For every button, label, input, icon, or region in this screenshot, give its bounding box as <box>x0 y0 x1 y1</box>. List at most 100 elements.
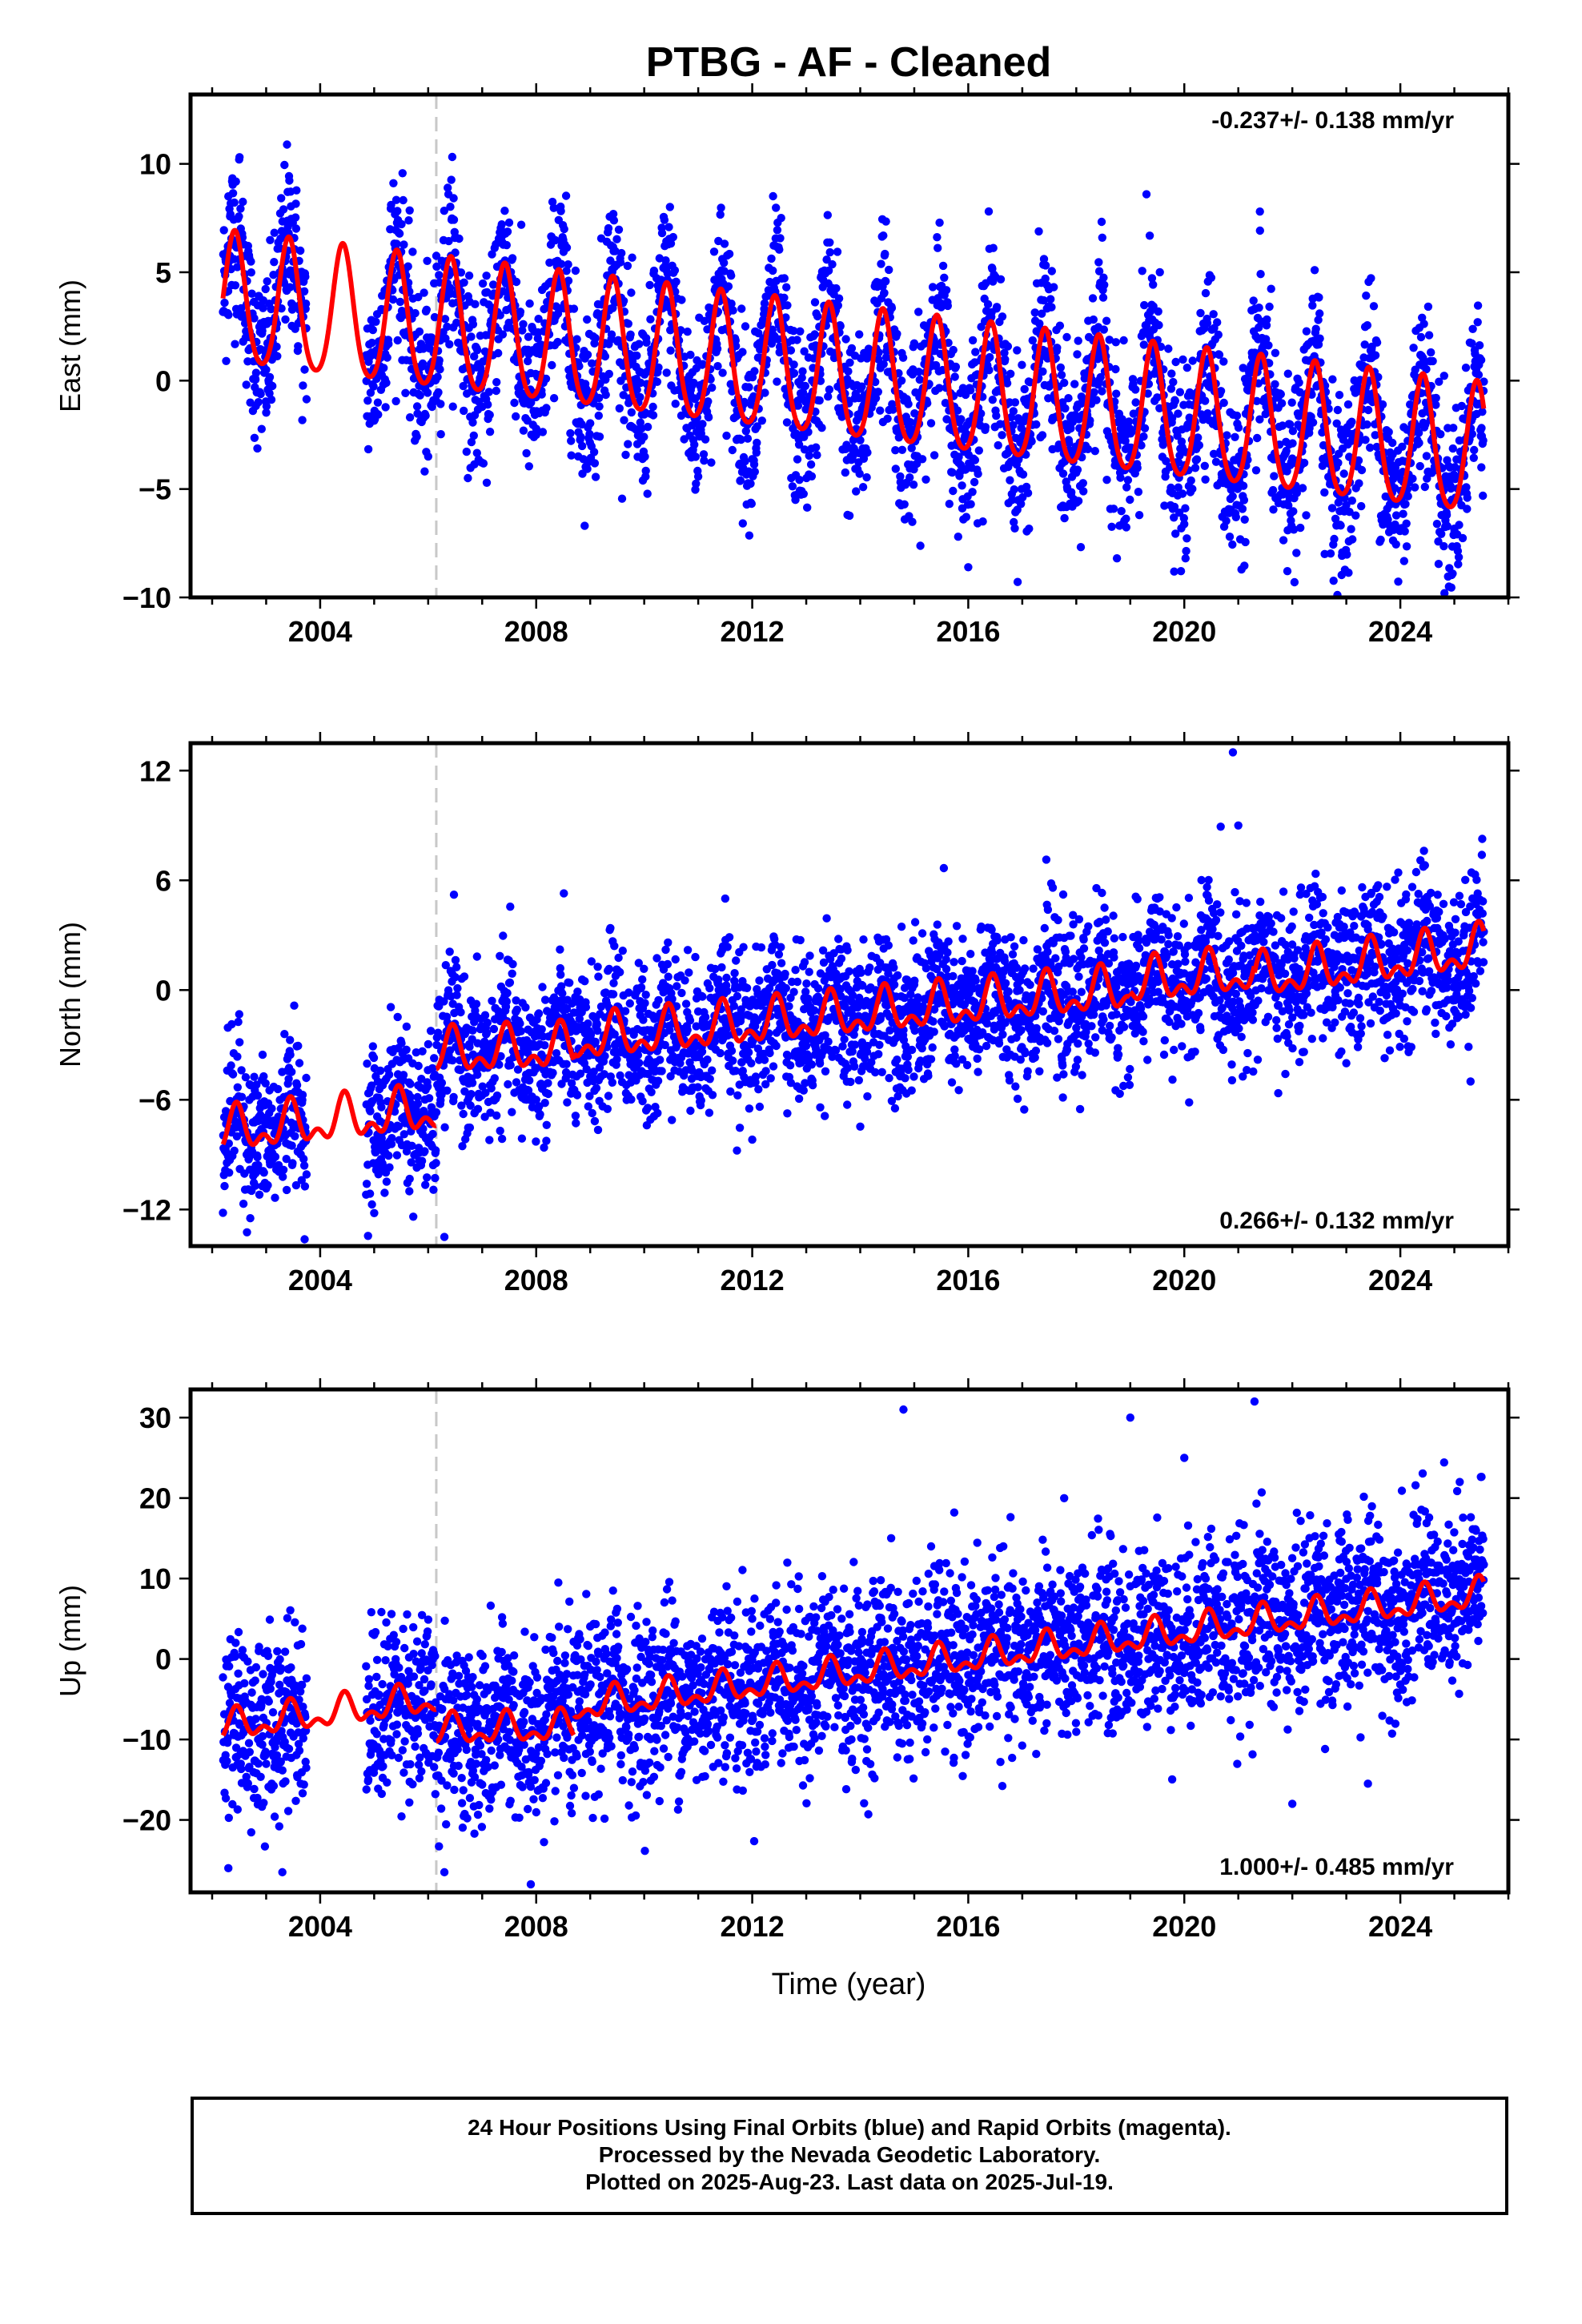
data-point <box>1139 340 1149 349</box>
data-point <box>1238 505 1247 513</box>
data-point <box>284 1075 293 1084</box>
data-point <box>537 1025 546 1034</box>
data-point <box>1327 504 1337 513</box>
data-point <box>587 957 596 966</box>
data-point <box>448 402 457 411</box>
data-point <box>1357 501 1366 511</box>
data-point <box>610 942 619 951</box>
data-point <box>536 1110 544 1119</box>
data-point <box>273 352 282 360</box>
data-point <box>948 468 957 477</box>
data-point <box>816 376 825 385</box>
data-point <box>262 402 271 411</box>
data-point <box>1360 340 1369 349</box>
data-point <box>368 1042 377 1051</box>
data-point <box>1308 418 1318 427</box>
data-point <box>608 210 618 219</box>
data-point <box>237 1092 247 1102</box>
data-point <box>1455 521 1464 529</box>
data-point <box>704 412 713 422</box>
data-point <box>881 249 889 259</box>
data-point <box>1408 474 1417 483</box>
data-point <box>604 1092 613 1100</box>
data-point <box>1219 398 1228 408</box>
data-point <box>683 328 692 336</box>
data-point <box>512 1005 521 1015</box>
data-point <box>786 346 796 355</box>
data-point <box>375 1066 385 1076</box>
data-point <box>663 959 673 969</box>
data-point <box>235 212 243 221</box>
data-point <box>445 947 454 956</box>
data-point <box>1424 331 1434 340</box>
data-point <box>267 395 276 404</box>
data-point-outlier <box>1477 463 1486 472</box>
data-point <box>1006 476 1014 485</box>
data-point <box>879 360 888 368</box>
data-point <box>781 313 790 322</box>
data-point <box>707 458 716 467</box>
data-point <box>940 273 949 282</box>
data-point <box>1109 505 1118 513</box>
data-point <box>1124 417 1134 426</box>
data-point <box>617 248 626 258</box>
data-point <box>727 300 736 308</box>
data-point <box>415 327 424 336</box>
data-point <box>548 1068 557 1077</box>
data-point <box>1006 369 1015 378</box>
data-point <box>873 388 883 396</box>
data-point <box>824 392 833 401</box>
data-point <box>1296 523 1305 533</box>
data-point <box>615 404 624 413</box>
data-point <box>294 342 303 351</box>
data-point <box>1119 336 1128 345</box>
data-point <box>544 1089 552 1099</box>
data-point <box>834 294 844 303</box>
data-point <box>460 278 468 287</box>
data-point <box>369 1053 379 1063</box>
data-point <box>1348 535 1357 544</box>
data-point <box>423 1082 432 1092</box>
data-point <box>822 255 831 264</box>
data-point <box>988 396 998 404</box>
data-point <box>449 891 459 899</box>
data-point <box>823 211 833 219</box>
data-point <box>1061 404 1070 413</box>
data-point <box>1171 357 1180 367</box>
data-point <box>653 1108 662 1118</box>
data-point <box>717 203 725 212</box>
data-point <box>386 1003 396 1011</box>
data-point <box>757 416 766 425</box>
data-point <box>584 1019 592 1028</box>
data-point <box>874 355 883 364</box>
data-point <box>251 375 260 384</box>
data-point <box>641 466 650 476</box>
data-point <box>236 204 245 213</box>
data-point <box>291 213 300 222</box>
x-tick-label: 2008 <box>504 615 568 648</box>
data-point <box>668 1116 677 1124</box>
data-point <box>800 445 809 454</box>
data-point <box>291 199 300 208</box>
data-point <box>436 365 444 374</box>
data-point <box>905 418 915 427</box>
data-point <box>591 334 600 343</box>
y-tick-label: 0 <box>155 364 171 397</box>
data-point <box>1422 452 1431 460</box>
x-tick-label: 2024 <box>1368 615 1432 648</box>
data-point <box>1079 487 1088 496</box>
data-point <box>466 1101 475 1110</box>
data-point <box>1098 233 1107 242</box>
data-point <box>625 999 634 1008</box>
data-point <box>998 431 1006 440</box>
data-point <box>250 1072 259 1081</box>
data-point <box>373 398 383 407</box>
x-tick-label: 2004 <box>288 615 352 648</box>
data-point <box>443 1086 452 1096</box>
data-point <box>420 288 428 297</box>
data-point <box>1001 355 1010 364</box>
data-point <box>1094 258 1103 267</box>
data-point <box>295 1059 304 1068</box>
data-point <box>728 445 737 455</box>
data-point <box>301 300 311 308</box>
